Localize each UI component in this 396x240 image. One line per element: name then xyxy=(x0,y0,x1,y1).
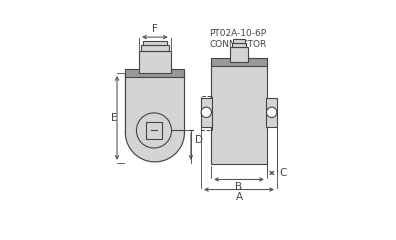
Circle shape xyxy=(136,113,171,148)
Bar xyxy=(234,39,245,43)
Bar xyxy=(141,45,169,51)
Text: E: E xyxy=(110,113,117,122)
Text: B: B xyxy=(236,182,242,192)
Circle shape xyxy=(267,107,277,118)
Text: A: A xyxy=(236,192,242,202)
Bar xyxy=(232,43,246,47)
Bar xyxy=(267,98,277,127)
Bar xyxy=(211,62,267,164)
Bar xyxy=(201,98,211,127)
Bar xyxy=(126,69,185,77)
Polygon shape xyxy=(126,73,185,162)
Text: D: D xyxy=(195,135,203,145)
Bar xyxy=(230,47,248,62)
Text: C: C xyxy=(280,168,287,178)
Text: F: F xyxy=(152,24,158,34)
Bar xyxy=(201,96,211,130)
Bar xyxy=(146,122,162,139)
Bar xyxy=(211,58,267,66)
Text: PT02A-10-6P
CONNECTOR: PT02A-10-6P CONNECTOR xyxy=(209,29,267,49)
Bar xyxy=(139,51,171,73)
Circle shape xyxy=(201,107,211,118)
Bar xyxy=(143,41,167,45)
